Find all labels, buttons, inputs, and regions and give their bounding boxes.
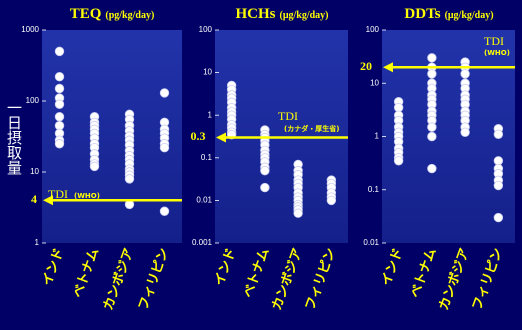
title-unit: (pg/kg/day) bbox=[105, 10, 154, 21]
threshold-value: 20 bbox=[360, 59, 372, 73]
threshold-label: TDI bbox=[48, 187, 68, 201]
data-dot bbox=[159, 206, 170, 216]
title-text: DDTs bbox=[404, 6, 440, 22]
y-axis-label: 一日摂取量 bbox=[5, 100, 23, 175]
data-dot bbox=[493, 129, 504, 139]
data-dot bbox=[54, 120, 65, 131]
title-text: HCHs bbox=[235, 6, 275, 22]
panel bbox=[382, 30, 515, 243]
title-unit: (μg/kg/day) bbox=[445, 10, 494, 21]
data-dot bbox=[427, 69, 437, 79]
y-tick-label: 10 bbox=[203, 68, 212, 77]
data-dot bbox=[159, 142, 170, 153]
data-dot bbox=[427, 131, 437, 142]
threshold-note: (WHO) bbox=[74, 192, 100, 200]
y-tick-label: 0.001 bbox=[192, 238, 213, 247]
threshold-arrowhead bbox=[383, 62, 393, 73]
threshold-note: (カナダ・厚生省) bbox=[284, 124, 339, 133]
threshold-value: 4 bbox=[31, 192, 37, 206]
threshold-label: TDI bbox=[484, 34, 504, 48]
data-dot bbox=[260, 182, 270, 193]
data-dot bbox=[393, 102, 404, 113]
panel bbox=[42, 30, 182, 243]
title-unit: (μg/kg/day) bbox=[280, 10, 329, 21]
data-dot bbox=[54, 99, 65, 109]
y-tick-label: 0.1 bbox=[201, 153, 213, 162]
y-tick-label: 1 bbox=[375, 132, 380, 141]
data-dot bbox=[493, 180, 504, 191]
threshold-value: 0.3 bbox=[191, 129, 206, 143]
data-dot bbox=[427, 163, 437, 174]
data-dot bbox=[293, 208, 303, 218]
panel-title: TEQ (pg/kg/day) bbox=[70, 6, 155, 22]
data-dot bbox=[54, 139, 65, 149]
threshold-arrowhead bbox=[216, 132, 226, 143]
threshold-note: (WHO) bbox=[484, 49, 510, 57]
data-dot bbox=[493, 212, 504, 223]
y-tick-label: 100 bbox=[366, 25, 380, 34]
data-dot bbox=[326, 195, 337, 206]
data-dot bbox=[460, 69, 470, 79]
data-dot bbox=[54, 112, 65, 122]
panel-title: DDTs (μg/kg/day) bbox=[404, 6, 493, 22]
data-dot bbox=[393, 156, 404, 166]
y-tick-label: 100 bbox=[199, 25, 213, 34]
data-dot bbox=[493, 156, 504, 166]
y-tick-label: 1 bbox=[35, 238, 40, 247]
y-tick-label: 0.01 bbox=[196, 196, 212, 205]
title-text: TEQ bbox=[70, 6, 102, 22]
threshold-arrowhead bbox=[43, 195, 53, 206]
panel-title: HCHs (μg/kg/day) bbox=[235, 6, 328, 22]
y-tick-label: 1 bbox=[208, 110, 213, 119]
y-tick-label: 1000 bbox=[21, 25, 39, 34]
data-dot bbox=[427, 53, 437, 63]
data-dot bbox=[54, 83, 65, 94]
y-tick-label: 10 bbox=[370, 78, 379, 87]
data-dot bbox=[54, 71, 65, 82]
data-dot bbox=[54, 46, 65, 57]
data-dot bbox=[124, 174, 135, 184]
data-dot bbox=[427, 122, 437, 132]
data-dot bbox=[460, 127, 470, 137]
y-tick-label: 10 bbox=[30, 167, 39, 176]
y-tick-label: 100 bbox=[26, 96, 40, 105]
y-tick-label: 0.1 bbox=[368, 185, 380, 194]
threshold-label: TDI bbox=[278, 109, 298, 123]
data-dot bbox=[89, 161, 100, 172]
data-dot bbox=[159, 88, 170, 98]
data-dot bbox=[260, 165, 270, 176]
y-tick-label: 0.01 bbox=[363, 238, 379, 247]
